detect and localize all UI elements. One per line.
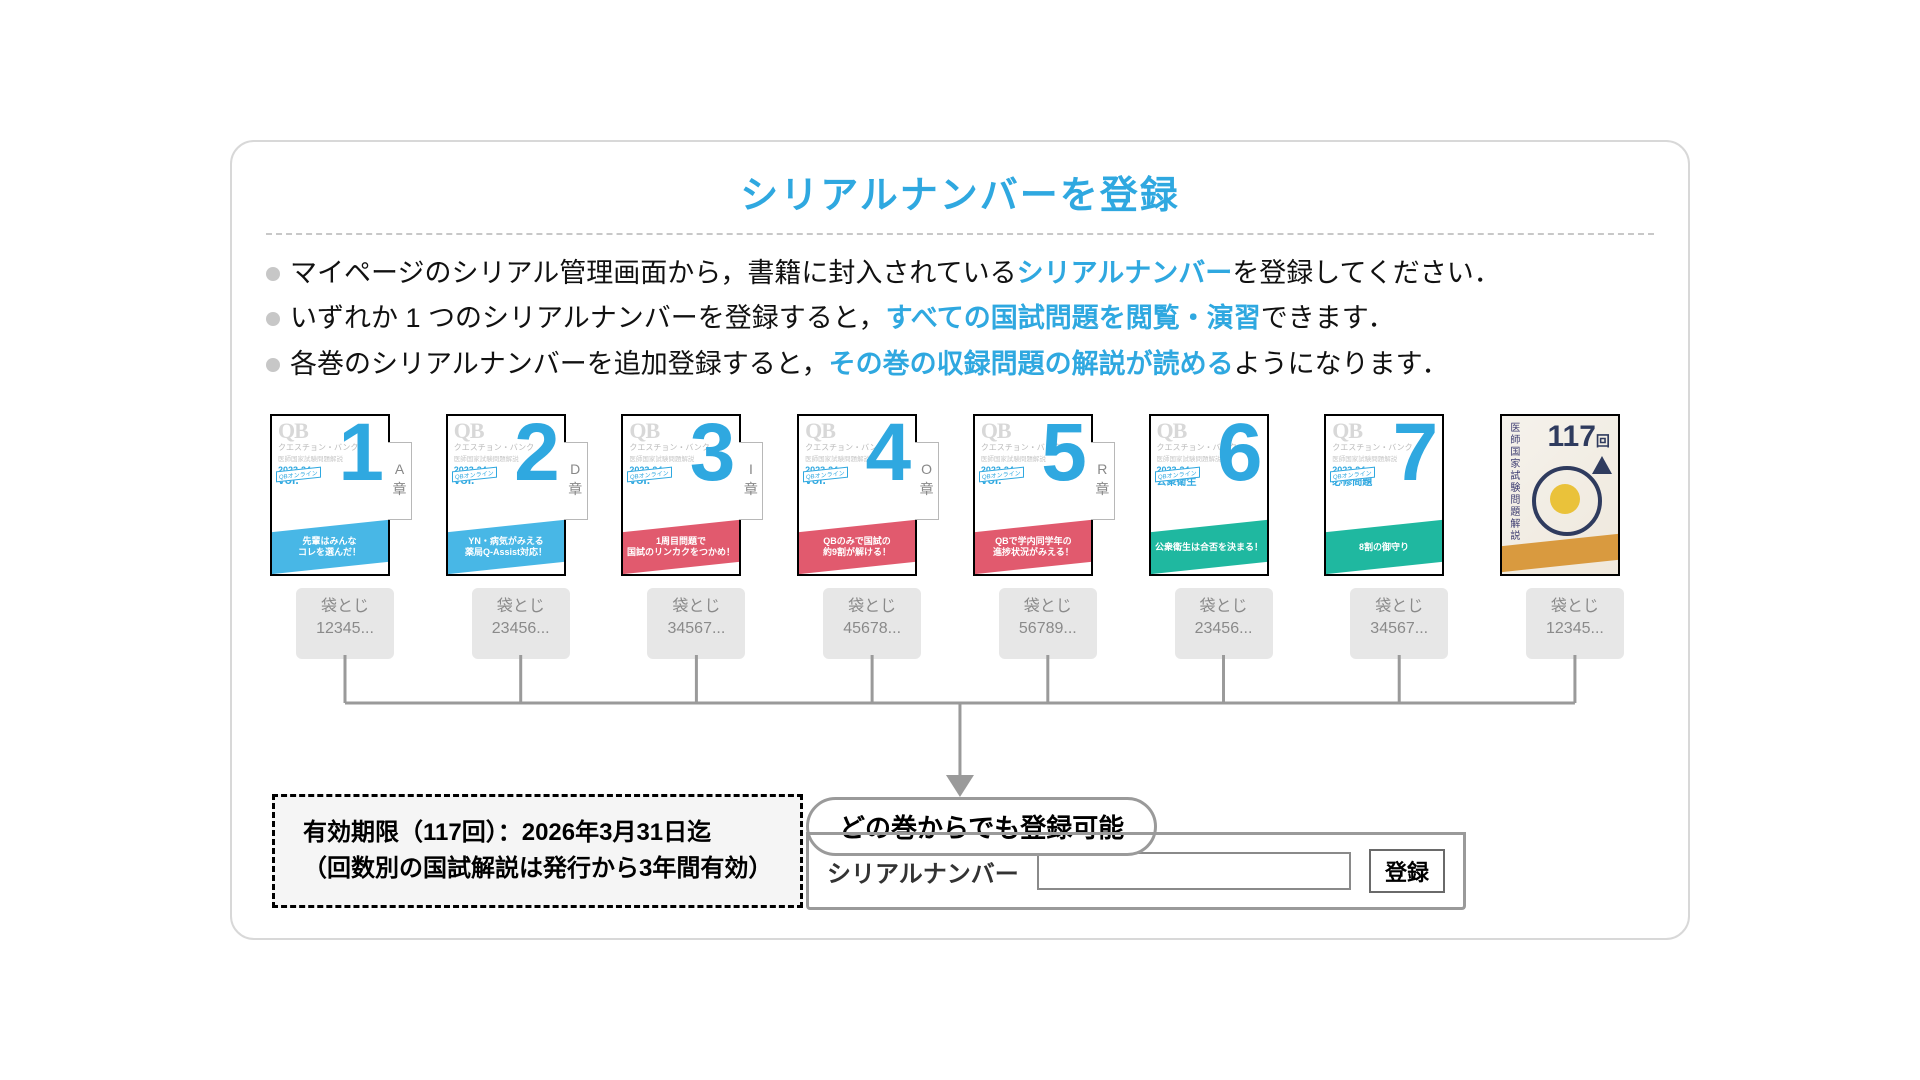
serial-chip-value: 34567... xyxy=(1350,618,1448,640)
book-cover-117: 医師国家試験問題解説 117回 xyxy=(1500,414,1620,576)
serial-chip-label: 袋とじ xyxy=(296,596,394,618)
book-band: 1周目問題で国試のリンカクをつかめ！ xyxy=(623,520,739,574)
bullet-text: 各巻のシリアルナンバーを追加登録すると，その巻の収録問題の解説が読めるようになり… xyxy=(290,344,1449,386)
bullet-dot-icon xyxy=(266,267,280,281)
book-cover: A章 QB クエスチョン・バンク 医師国家試験問題解説 2023-24 vol.… xyxy=(270,414,390,576)
book-slot: QB クエスチョン・バンク 医師国家試験問題解説 2023-24 必修問題 7 … xyxy=(1324,414,1474,659)
callout-pill: どの巻からでも登録可能 xyxy=(806,797,1157,856)
serial-chip-value: 12345... xyxy=(296,618,394,640)
bullet-list: マイページのシリアル管理画面から，書籍に封入されているシリアルナンバーを登録して… xyxy=(260,253,1660,409)
book-cover: QB クエスチョン・バンク 医師国家試験問題解説 2023-24 必修問題 7 … xyxy=(1324,414,1444,576)
book-slot: QB クエスチョン・バンク 医師国家試験問題解説 2023-24 公衆衛生 6 … xyxy=(1149,414,1299,659)
serial-chip-label: 袋とじ xyxy=(1350,596,1448,618)
serial-chip-value: 56789... xyxy=(999,618,1097,640)
form-top-border xyxy=(806,832,1466,835)
book-band: 先輩はみんなコレを選んだ！ xyxy=(272,520,388,574)
serial-chip: 袋とじ 34567... xyxy=(647,588,745,659)
book-volume-number: 4 xyxy=(866,412,912,494)
serial-field-label: シリアルナンバー xyxy=(827,854,1019,889)
card-title: シリアルナンバーを登録 xyxy=(260,164,1660,219)
book-cover: O章 QB クエスチョン・バンク 医師国家試験問題解説 2023-24 vol.… xyxy=(797,414,917,576)
chapter-tab: D章 xyxy=(564,442,588,520)
validity-line-1: 有効期限（117回）：2026年3月31日迄 xyxy=(303,815,772,851)
book-volume-number: 6 xyxy=(1217,412,1263,494)
book-band: 公衆衛生は合否を決まる！ xyxy=(1151,520,1267,574)
deco-triangle-icon xyxy=(1592,456,1612,474)
serial-chip: 袋とじ 34567... xyxy=(1350,588,1448,659)
serial-chip-label: 袋とじ xyxy=(999,596,1097,618)
book-slot: I章 QB クエスチョン・バンク 医師国家試験問題解説 2023-24 vol.… xyxy=(621,414,771,659)
book-slot: R章 QB クエスチョン・バンク 医師国家試験問題解説 2023-24 vol.… xyxy=(973,414,1123,659)
book-slot: 医師国家試験問題解説 117回 袋とじ 12345... xyxy=(1500,414,1650,659)
book-volume-number: 7 xyxy=(1393,412,1439,494)
serial-chip-value: 12345... xyxy=(1526,618,1624,640)
validity-line-2: （回数別の国試解説は発行から3年間有効） xyxy=(303,851,772,887)
book-cover: QB クエスチョン・バンク 医師国家試験問題解説 2023-24 公衆衛生 6 … xyxy=(1149,414,1269,576)
deco-circle-icon xyxy=(1532,466,1602,536)
serial-input[interactable] xyxy=(1037,852,1351,890)
serial-chip-value: 23456... xyxy=(1175,618,1273,640)
serial-chip-label: 袋とじ xyxy=(823,596,921,618)
serial-chip-label: 袋とじ xyxy=(472,596,570,618)
serial-chip: 袋とじ 12345... xyxy=(296,588,394,659)
chapter-tab: I章 xyxy=(739,442,763,520)
validity-box: 有効期限（117回）：2026年3月31日迄 （回数別の国試解説は発行から3年間… xyxy=(272,794,803,908)
serial-chip-label: 袋とじ xyxy=(1175,596,1273,618)
serial-chip-value: 45678... xyxy=(823,618,921,640)
registration-card: シリアルナンバーを登録 マイページのシリアル管理画面から，書籍に封入されているシ… xyxy=(230,140,1690,941)
bullet-dot-icon xyxy=(266,312,280,326)
serial-chip: 袋とじ 23456... xyxy=(1175,588,1273,659)
book-cover: R章 QB クエスチョン・バンク 医師国家試験問題解説 2023-24 vol.… xyxy=(973,414,1093,576)
bullet-text: マイページのシリアル管理画面から，書籍に封入されているシリアルナンバーを登録して… xyxy=(290,253,1501,295)
book-slot: D章 QB クエスチョン・バンク 医師国家試験問題解説 2023-24 vol.… xyxy=(446,414,596,659)
book-volume-number: 5 xyxy=(1041,412,1087,494)
serial-chip: 袋とじ 56789... xyxy=(999,588,1097,659)
book-volume-number: 3 xyxy=(690,412,736,494)
bullet-item: いずれか 1 つのシリアルナンバーを登録すると，すべての国試問題を閲覧・演習でき… xyxy=(266,298,1654,340)
book-band: QBで学内同学年の進捗状況がみえる！ xyxy=(975,520,1091,574)
bullet-text: いずれか 1 つのシリアルナンバーを登録すると，すべての国試問題を閲覧・演習でき… xyxy=(290,298,1395,340)
chapter-tab: A章 xyxy=(388,442,412,520)
serial-chip: 袋とじ 12345... xyxy=(1526,588,1624,659)
serial-chip-value: 34567... xyxy=(647,618,745,640)
register-button[interactable]: 登録 xyxy=(1369,849,1445,893)
book-band: YN・病気がみえる薬局Q-Assist対応！ xyxy=(448,520,564,574)
book-volume-number: 2 xyxy=(514,412,560,494)
book-band: 8割の御守り xyxy=(1326,520,1442,574)
connector-diagram xyxy=(260,655,1660,805)
serial-chip-label: 袋とじ xyxy=(1526,596,1624,618)
separator xyxy=(266,233,1654,235)
bullet-item: 各巻のシリアルナンバーを追加登録すると，その巻の収録問題の解説が読めるようになり… xyxy=(266,344,1654,386)
serial-chip: 袋とじ 23456... xyxy=(472,588,570,659)
book-slot: A章 QB クエスチョン・バンク 医師国家試験問題解説 2023-24 vol.… xyxy=(270,414,420,659)
bullet-dot-icon xyxy=(266,358,280,372)
bullet-item: マイページのシリアル管理画面から，書籍に封入されているシリアルナンバーを登録して… xyxy=(266,253,1654,295)
book-slot: O章 QB クエスチョン・バンク 医師国家試験問題解説 2023-24 vol.… xyxy=(797,414,947,659)
chapter-tab: R章 xyxy=(1091,442,1115,520)
book-band: QBのみで国試の約9割が解ける！ xyxy=(799,520,915,574)
books-row: A章 QB クエスチョン・バンク 医師国家試験問題解説 2023-24 vol.… xyxy=(260,414,1660,659)
book-volume-number: 1 xyxy=(338,412,384,494)
serial-chip-label: 袋とじ xyxy=(647,596,745,618)
serial-chip: 袋とじ 45678... xyxy=(823,588,921,659)
chapter-tab: O章 xyxy=(915,442,939,520)
book-number: 117回 xyxy=(1548,420,1610,454)
book-cover: D章 QB クエスチョン・バンク 医師国家試験問題解説 2023-24 vol.… xyxy=(446,414,566,576)
book-side-title: 医師国家試験問題解説 xyxy=(1506,422,1521,542)
book-cover: I章 QB クエスチョン・バンク 医師国家試験問題解説 2023-24 vol.… xyxy=(621,414,741,576)
serial-chip-value: 23456... xyxy=(472,618,570,640)
